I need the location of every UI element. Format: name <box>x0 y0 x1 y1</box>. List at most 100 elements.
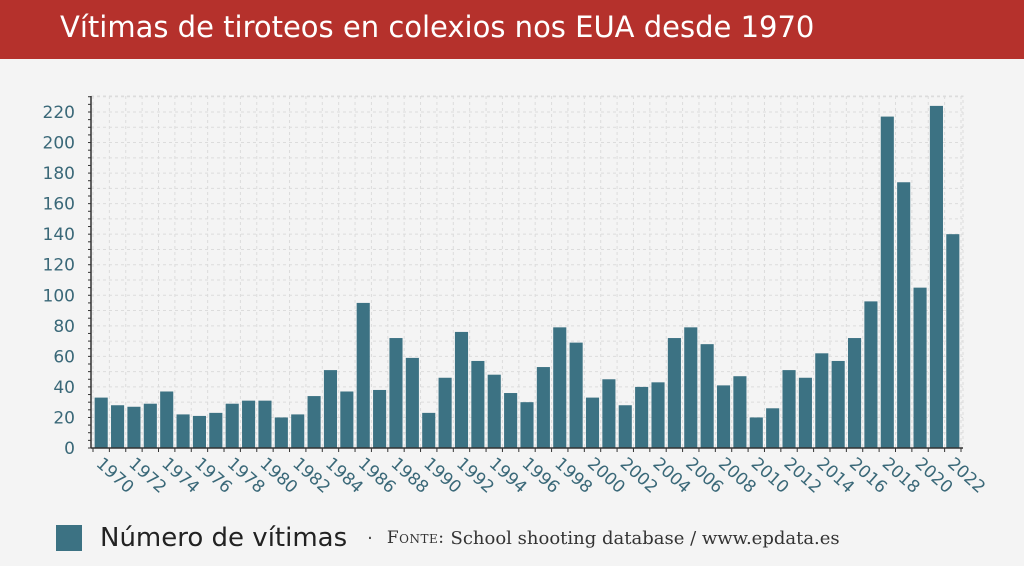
y-tick-label: 0 <box>64 439 75 459</box>
bar-1977 <box>209 412 223 448</box>
y-tick-label: 140 <box>43 225 75 245</box>
bar-1996 <box>520 402 534 448</box>
x-tick-label: 1974 <box>157 454 203 498</box>
bar-1981 <box>274 417 288 448</box>
bar-1997 <box>536 367 550 448</box>
x-tick-label: 2006 <box>681 454 727 498</box>
bar-1989 <box>405 357 419 448</box>
bar-1971 <box>111 405 125 448</box>
x-tick-label: 2020 <box>911 454 957 498</box>
legend-label: Número de vítimas <box>100 523 348 553</box>
y-tick-label: 160 <box>43 195 75 215</box>
bar-1985 <box>340 391 354 448</box>
title-bar: Vítimas de tiroteos en colexios nos EUA … <box>0 0 1024 59</box>
y-tick-labels: 0 20 40 60 80 100 120 140 160 180 200 220 <box>43 103 75 459</box>
bar-2005 <box>667 338 681 448</box>
bar-1974 <box>160 391 174 448</box>
x-tick-label: 2018 <box>878 454 924 498</box>
y-tick-label: 220 <box>43 103 75 123</box>
x-tick-label: 2014 <box>812 454 858 498</box>
bar-1979 <box>242 400 256 448</box>
x-tick-label: 2002 <box>616 454 662 498</box>
bar-2007 <box>700 344 714 448</box>
source-text: School shooting database / www.epdata.es <box>450 527 840 549</box>
x-tick-label: 1972 <box>125 454 171 498</box>
bar-1993 <box>471 360 485 448</box>
x-tick-label: 1994 <box>485 454 531 498</box>
bar-2012 <box>782 370 796 448</box>
y-tick-label: 20 <box>53 408 75 428</box>
bar-2008 <box>716 385 731 448</box>
legend: Número de vítimas · Fonte: School shooti… <box>56 518 840 558</box>
bar-2019 <box>897 182 911 448</box>
bar-1988 <box>389 338 403 448</box>
bar-1986 <box>356 302 370 448</box>
x-tick-label: 1998 <box>550 454 596 498</box>
x-tick-label: 1970 <box>92 454 138 498</box>
bar-2021 <box>929 105 943 448</box>
bars-layer <box>94 105 960 448</box>
bar-2001 <box>602 379 616 448</box>
bar-1995 <box>504 393 518 448</box>
bar-1973 <box>143 403 157 448</box>
bar-2000 <box>585 397 600 448</box>
x-tick-label: 1988 <box>387 454 433 498</box>
y-tick-label: 60 <box>53 347 75 367</box>
bar-2014 <box>815 353 829 448</box>
bar-2020 <box>913 287 927 448</box>
chart-title: Vítimas de tiroteos en colexios nos EUA … <box>60 10 815 44</box>
bar-1980 <box>258 400 272 448</box>
legend-swatch <box>56 525 82 551</box>
legend-separator: · <box>367 527 373 549</box>
bar-2003 <box>635 386 649 448</box>
y-tick-label: 180 <box>43 164 75 184</box>
x-tick-label: 2010 <box>747 454 793 498</box>
bar-1972 <box>127 406 141 448</box>
x-tick-label: 2008 <box>714 454 760 498</box>
x-tick-label: 1976 <box>190 454 236 498</box>
bar-1975 <box>176 414 190 448</box>
bar-2009 <box>733 376 747 448</box>
x-tick-label: 2004 <box>649 454 695 498</box>
bar-1983 <box>307 396 321 448</box>
bar-1978 <box>225 403 239 448</box>
y-tick-label: 100 <box>43 286 75 306</box>
bar-1984 <box>323 370 338 448</box>
bar-1982 <box>291 414 305 448</box>
bar-2022 <box>946 234 960 448</box>
source-label: Fonte: <box>386 528 445 548</box>
bar-1991 <box>438 377 452 448</box>
bar-2011 <box>766 408 780 448</box>
y-tick-label: 40 <box>53 378 75 398</box>
x-tick-label: 1982 <box>288 454 334 498</box>
x-tick-label: 1992 <box>452 454 498 498</box>
x-tick-label: 2022 <box>943 454 989 498</box>
bar-1990 <box>422 412 436 448</box>
x-tick-label: 2000 <box>583 454 629 498</box>
x-tick-label: 1990 <box>419 454 465 498</box>
x-tick-label: 1986 <box>354 454 400 498</box>
y-tick-label: 200 <box>43 134 75 154</box>
bar-1992 <box>454 331 469 448</box>
bar-1998 <box>553 327 567 448</box>
axis-layer <box>88 96 963 452</box>
x-tick-label: 1980 <box>256 454 302 498</box>
bar-2004 <box>651 382 665 448</box>
bar-1970 <box>94 397 108 448</box>
x-tick-label: 2016 <box>845 454 891 498</box>
y-tick-label: 120 <box>43 256 75 276</box>
bar-2010 <box>749 417 763 448</box>
bar-1999 <box>569 342 583 448</box>
x-tick-label: 1996 <box>518 454 564 498</box>
grid-layer <box>90 95 964 449</box>
bar-1987 <box>373 389 387 448</box>
x-tick-label: 1978 <box>223 454 269 498</box>
bar-2006 <box>684 327 698 448</box>
bar-1994 <box>487 374 501 448</box>
bar-2015 <box>831 360 845 448</box>
x-tick-labels: 1970197219741976197819801982198419861988… <box>92 454 989 498</box>
y-tick-label: 80 <box>53 317 75 337</box>
bar-1976 <box>192 415 206 448</box>
bar-2018 <box>880 116 894 448</box>
